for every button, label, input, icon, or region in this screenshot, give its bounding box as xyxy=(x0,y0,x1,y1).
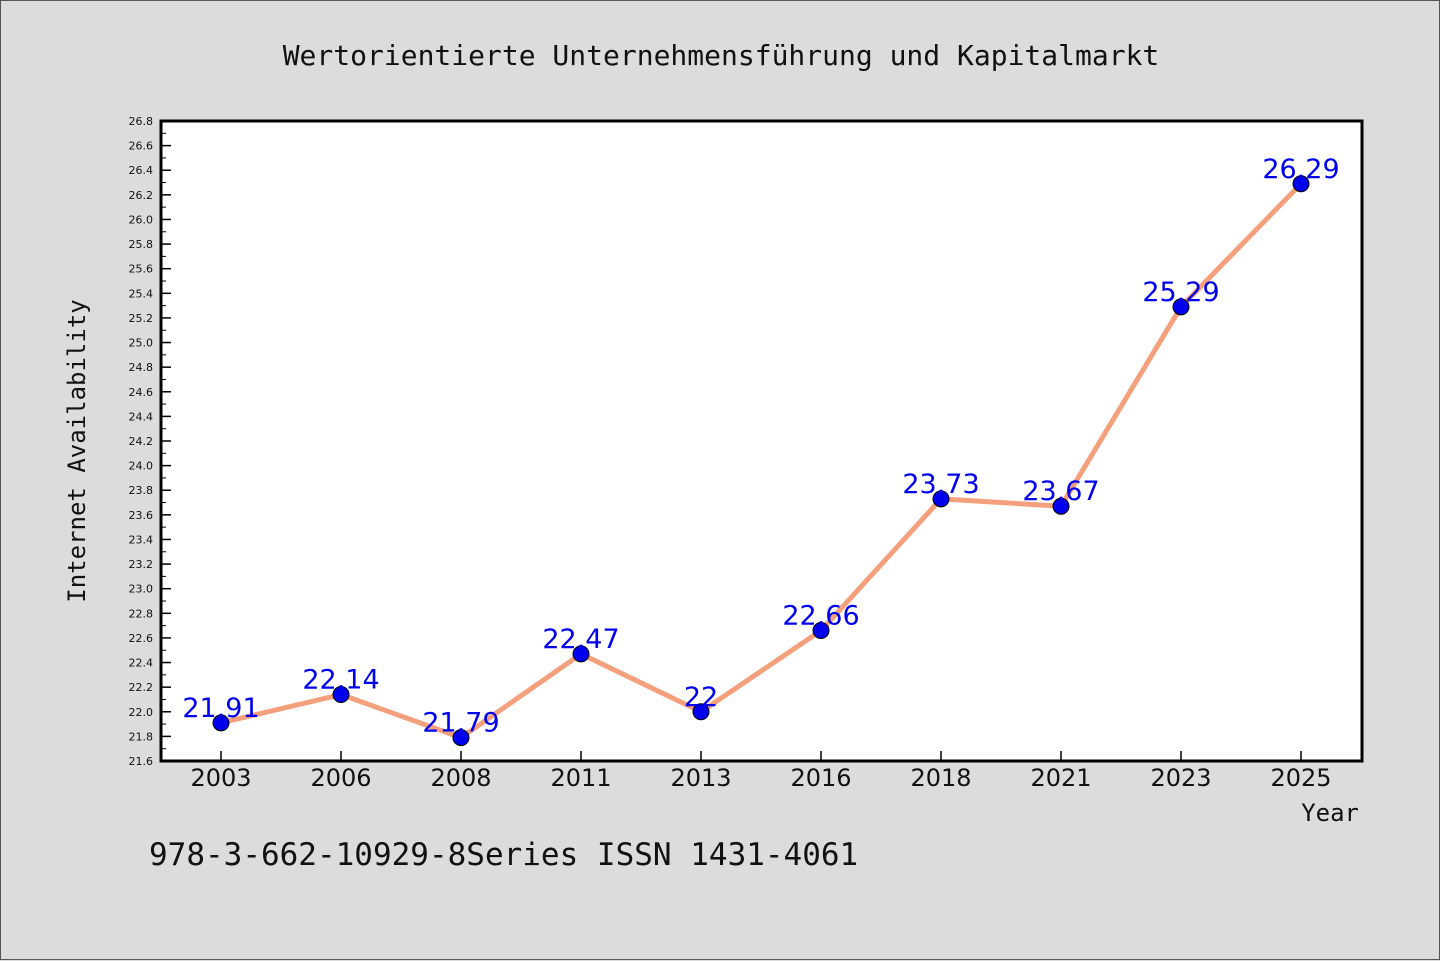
data-point xyxy=(812,622,830,640)
y-tick-label: 21.8 xyxy=(129,730,154,743)
data-label: 21.91 xyxy=(182,693,259,724)
y-tick-label: 25.8 xyxy=(129,238,154,251)
data-point xyxy=(1292,175,1310,193)
y-tick-label: 23.2 xyxy=(129,558,154,571)
y-tick-label: 23.8 xyxy=(129,484,154,497)
x-tick-label: 2006 xyxy=(310,764,371,792)
y-tick-label: 22.0 xyxy=(129,706,154,719)
y-tick-label: 26.2 xyxy=(129,189,154,202)
x-tick-label: 2025 xyxy=(1270,764,1331,792)
y-tick-label: 22.2 xyxy=(129,681,154,694)
y-axis-label: Internet Availability xyxy=(63,299,91,602)
data-label: 22.47 xyxy=(542,624,619,655)
y-tick-label: 23.0 xyxy=(129,583,154,596)
data-point xyxy=(212,714,230,732)
data-label: 25.29 xyxy=(1142,277,1219,308)
data-point xyxy=(572,645,590,663)
y-tick-label: 24.4 xyxy=(129,410,154,423)
y-tick-label: 24.2 xyxy=(129,435,154,448)
data-point xyxy=(932,490,950,508)
y-tick-label: 24.6 xyxy=(129,386,154,399)
y-tick-label: 23.4 xyxy=(129,533,154,546)
x-axis: 2003 2006 2008 2011 2013 2016 2018 2021 2023 2025 xyxy=(190,751,1332,792)
y-tick-label: 21.6 xyxy=(129,755,154,768)
y-tick-label: 26.6 xyxy=(129,140,154,153)
plot-area xyxy=(159,119,1364,763)
data-point xyxy=(692,703,710,721)
x-tick-label: 2016 xyxy=(790,764,851,792)
x-tick-label: 2018 xyxy=(910,764,971,792)
data-label: 23.67 xyxy=(1022,476,1099,507)
data-point xyxy=(452,729,470,747)
y-tick-label: 25.6 xyxy=(129,263,154,276)
y-tick-label: 25.0 xyxy=(129,337,154,350)
series-group: 21.91 22.14 21.79 22.47 22 22.66 23.73 23.67 25.… xyxy=(182,154,1340,747)
y-tick-label: 26.0 xyxy=(129,213,154,226)
x-tick-label: 2003 xyxy=(190,764,251,792)
footer-text: 978-3-662-10929-8Series ISSN 1431-4061 xyxy=(149,837,858,873)
x-axis-label: Year xyxy=(1301,799,1359,827)
y-tick-label: 22.4 xyxy=(129,657,154,670)
data-label: 23.73 xyxy=(902,469,979,500)
chart-title: Wertorientierte Unternehmensführung und … xyxy=(283,39,1160,72)
x-tick-label: 2013 xyxy=(670,764,731,792)
y-tick-label: 22.6 xyxy=(129,632,154,645)
x-tick-label: 2011 xyxy=(550,764,611,792)
y-axis: 21.6 21.8 22.0 22.2 22.4 22.6 22.8 23.0 23.2 23.4… xyxy=(129,115,171,768)
x-tick-label: 2023 xyxy=(1150,764,1211,792)
y-tick-label: 24.8 xyxy=(129,361,154,374)
x-tick-label: 2008 xyxy=(430,764,491,792)
y-tick-label: 25.2 xyxy=(129,312,154,325)
x-tick-label: 2021 xyxy=(1030,764,1091,792)
data-label: 21.79 xyxy=(422,708,499,739)
data-label: 22.14 xyxy=(302,665,379,696)
y-tick-label: 25.4 xyxy=(129,287,154,300)
y-tick-label: 22.8 xyxy=(129,607,154,620)
y-tick-label: 26.4 xyxy=(129,164,154,177)
data-label: 26.29 xyxy=(1262,154,1339,185)
y-tick-label: 26.8 xyxy=(129,115,154,128)
data-point xyxy=(1172,298,1190,316)
data-label: 22 xyxy=(684,682,718,713)
y-tick-label: 23.6 xyxy=(129,509,154,522)
data-point xyxy=(332,686,350,704)
y-tick-label: 24.0 xyxy=(129,460,154,473)
data-label: 22.66 xyxy=(782,601,859,632)
series-line xyxy=(220,182,1303,741)
data-point xyxy=(1052,497,1070,515)
